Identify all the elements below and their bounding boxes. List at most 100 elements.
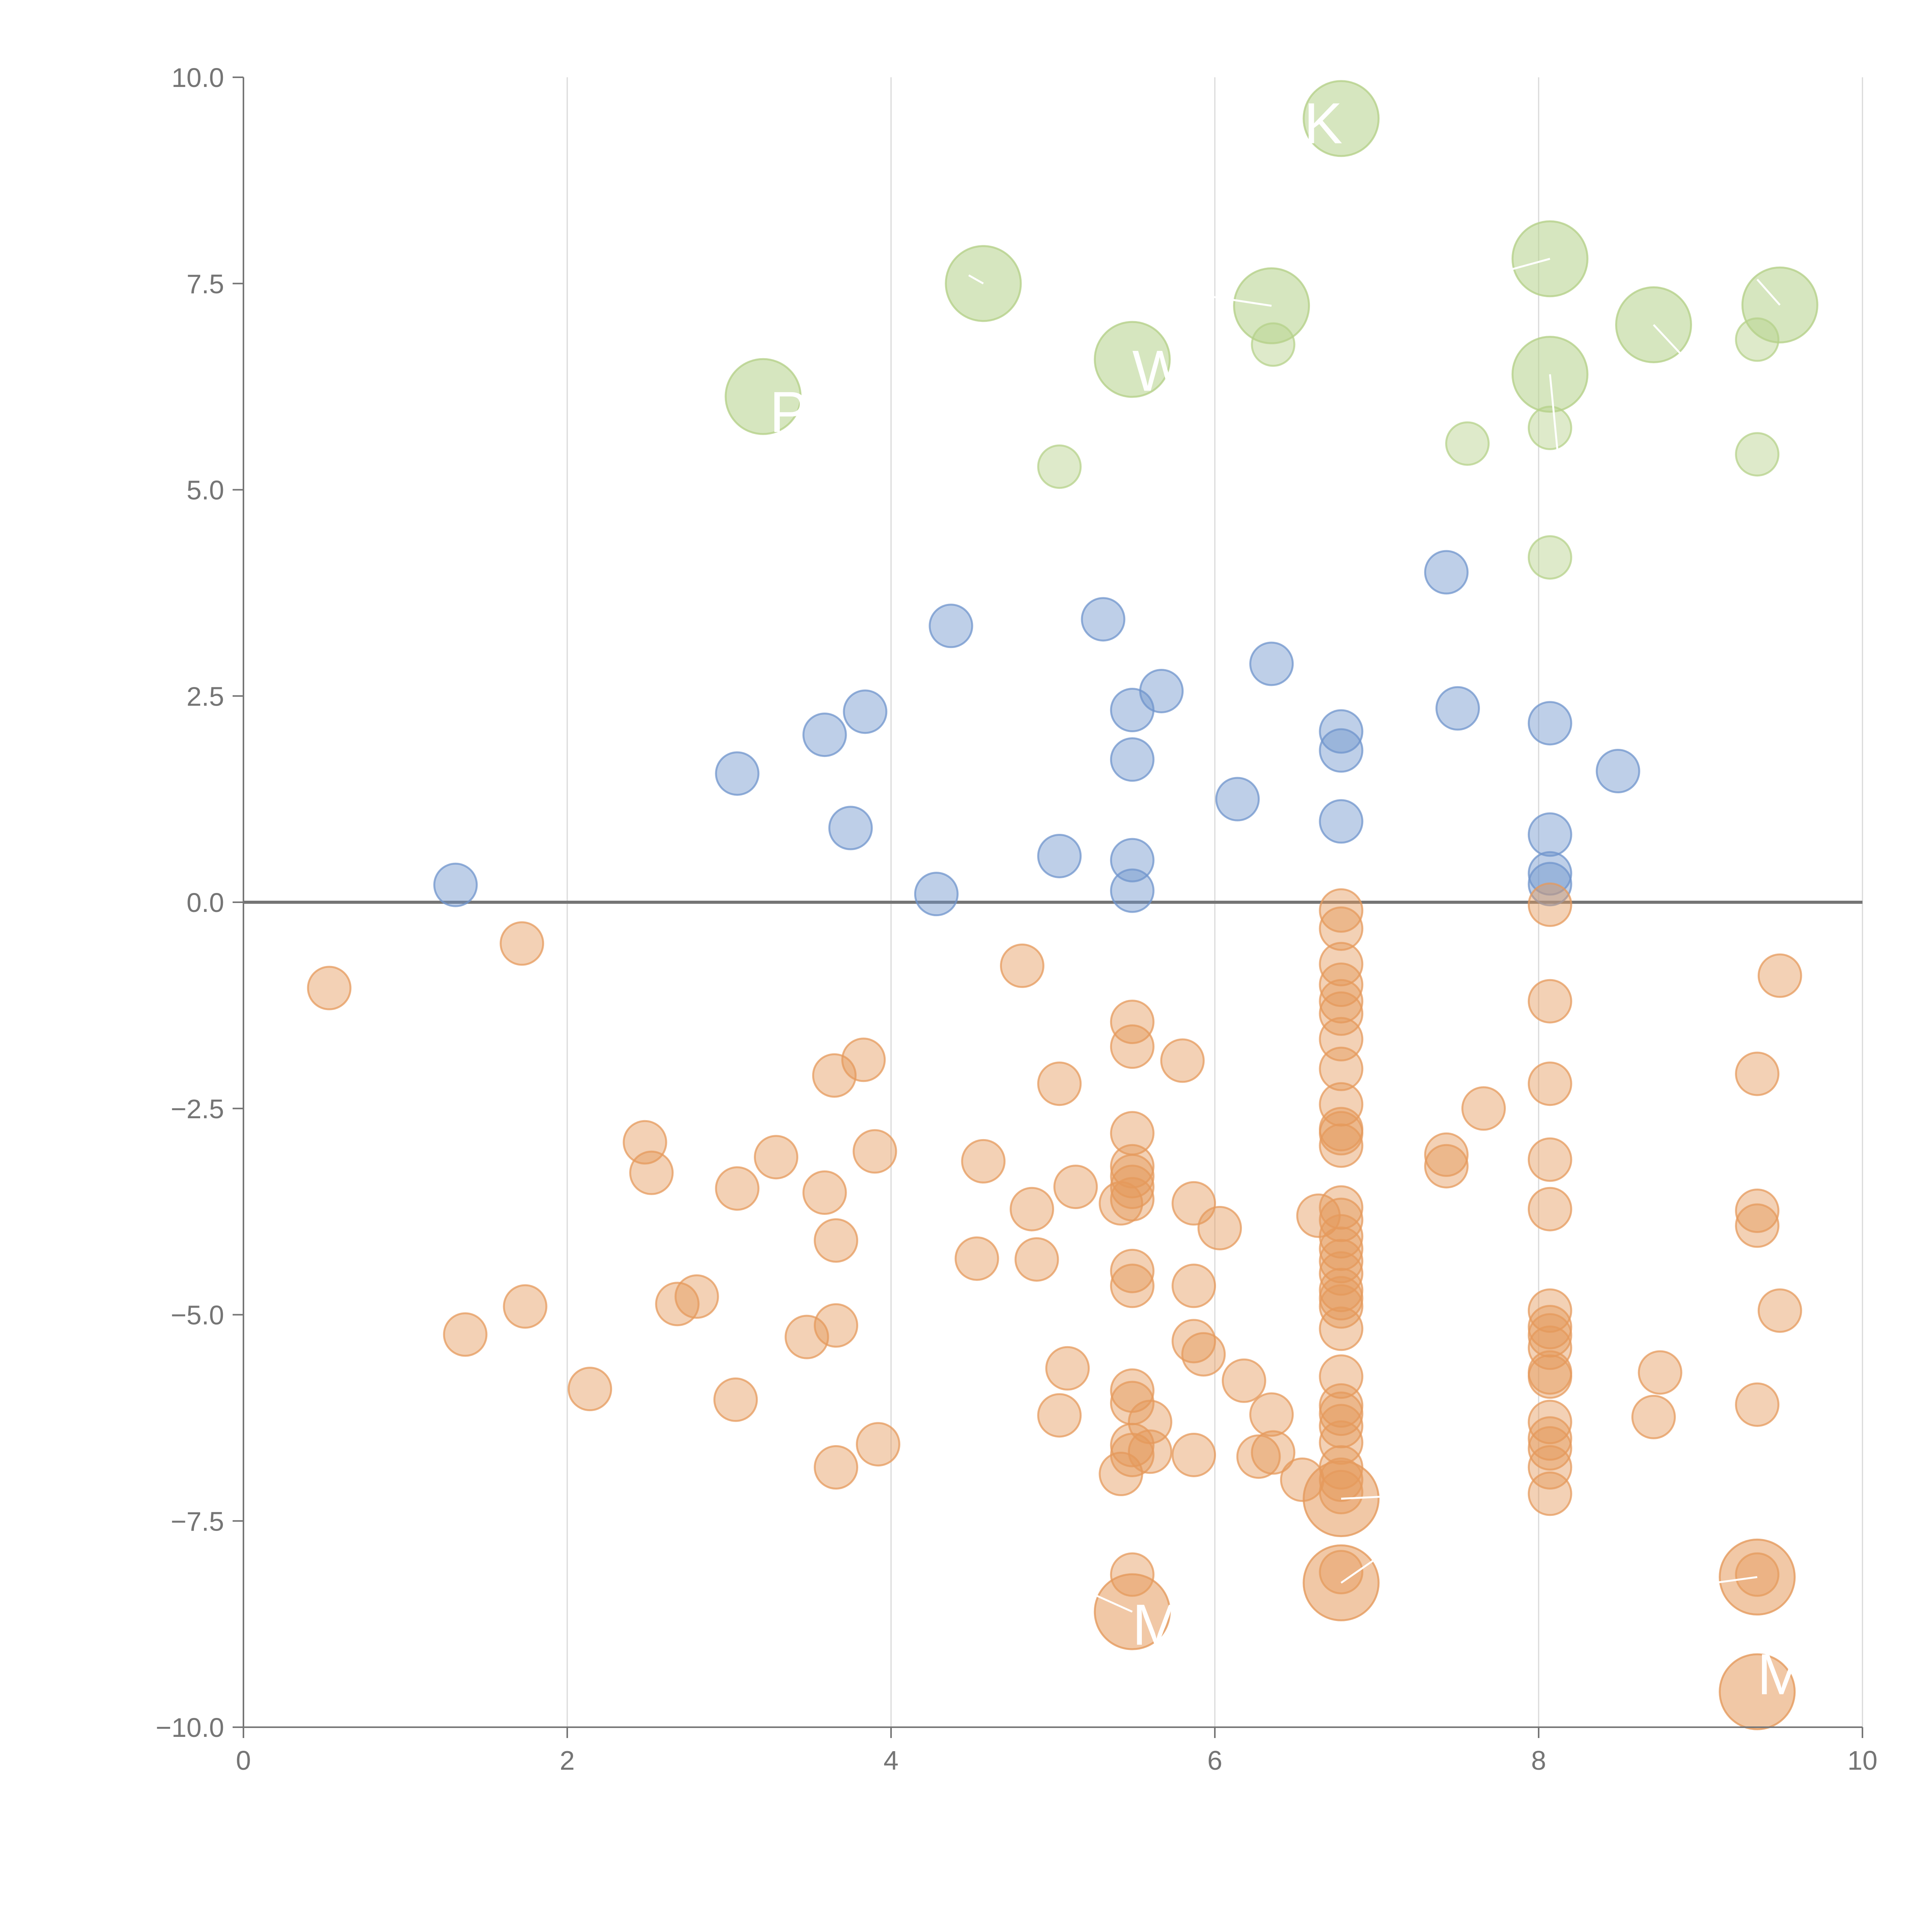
blue-point: [1110, 838, 1155, 883]
green-highlighted-point: [724, 358, 802, 435]
green-point: [1037, 444, 1082, 489]
orange-point: [852, 1129, 897, 1174]
axes-layer: −10.0 −7.5 −5.0 −2.5 0.0 2.5 5.0 7.5 10.0 0 2 4 6 8 10: [156, 63, 1878, 1776]
orange-point: [814, 1218, 859, 1263]
points-layer: [307, 80, 1818, 1730]
orange-point: [1319, 979, 1364, 1024]
orange-point: [1735, 1188, 1780, 1233]
y-tick-label: 5.0: [187, 475, 224, 505]
orange-point: [814, 1303, 859, 1348]
orange-point: [855, 1422, 900, 1467]
y-tick-label: 7.5: [187, 269, 224, 299]
orange-point: [1221, 1358, 1266, 1403]
blue-point: [1595, 749, 1640, 794]
orange-point: [1527, 1471, 1572, 1516]
orange-point: [1319, 1111, 1364, 1156]
blue-point: [1435, 686, 1480, 731]
annotation-leader-line: [1549, 374, 1559, 457]
x-tick-label: 6: [1208, 1745, 1223, 1776]
blue-point: [914, 872, 959, 917]
orange-point: [1319, 1046, 1364, 1091]
orange-point: [1110, 1248, 1155, 1293]
y-tick-label: 0.0: [187, 888, 224, 918]
orange-point: [1319, 1284, 1364, 1329]
annotation-leader-line: [1756, 279, 1781, 306]
orange-point: [1319, 1123, 1364, 1168]
orange-point: [1197, 1206, 1242, 1250]
orange-point: [1631, 1395, 1676, 1439]
x-tick-label: 4: [884, 1745, 899, 1776]
orange-point: [1527, 1061, 1572, 1106]
orange-point: [1319, 991, 1364, 1036]
blue-point: [802, 713, 847, 757]
blue-point: [1249, 641, 1294, 686]
blue-point: [1110, 868, 1155, 913]
orange-point: [1527, 1187, 1572, 1231]
orange-point: [1010, 1187, 1054, 1231]
orange-point: [1638, 1350, 1682, 1395]
orange-point: [961, 1139, 1006, 1184]
orange-point: [307, 966, 352, 1010]
orange-point: [1000, 943, 1044, 988]
orange-point: [1319, 1251, 1364, 1296]
blue-point: [715, 751, 760, 796]
orange-point: [1249, 1392, 1294, 1437]
orange-point: [713, 1377, 758, 1422]
annotation-leader-line: [1490, 258, 1550, 276]
orange-point: [1160, 1038, 1205, 1083]
annotation-label: ': [980, 198, 991, 263]
orange-point: [1110, 1177, 1155, 1222]
green-highlighted-point: [1094, 321, 1171, 398]
orange-point: [754, 1135, 799, 1180]
y-tick-label: −2.5: [171, 1094, 224, 1124]
orange-point: [1110, 1000, 1155, 1044]
x-tick-label: 0: [236, 1745, 251, 1776]
orange-point: [1319, 888, 1364, 933]
orange-point: [1319, 1306, 1364, 1351]
orange-point: [784, 1315, 829, 1359]
annotations-layer: K ' W P M MG: [770, 91, 1851, 1707]
blue-point: [1319, 799, 1364, 844]
x-tick-label: 10: [1847, 1745, 1878, 1776]
orange-point: [1045, 1346, 1090, 1391]
orange-point: [1527, 1426, 1572, 1471]
blue-point: [1527, 812, 1572, 857]
orange-highlighted-point: [1719, 1538, 1796, 1616]
orange-point: [1172, 1432, 1216, 1477]
orange-point: [1735, 1203, 1780, 1248]
orange-point: [1110, 1024, 1155, 1069]
orange-point: [1527, 1288, 1572, 1333]
annotation-leader-line: [1206, 295, 1272, 307]
green-point: [1445, 421, 1490, 466]
blue-point: [1527, 701, 1572, 746]
orange-point: [1128, 1429, 1172, 1474]
green-point: [1527, 535, 1572, 580]
orange-point: [1053, 1165, 1098, 1209]
orange-highlighted-point: [1719, 1653, 1796, 1730]
orange-point: [1236, 1434, 1281, 1479]
orange-point: [1527, 1354, 1572, 1399]
orange-point: [954, 1236, 999, 1281]
orange-point: [841, 1037, 886, 1082]
orange-point: [1461, 1086, 1506, 1131]
orange-point: [1735, 1051, 1780, 1096]
y-tick-label: −5.0: [171, 1300, 224, 1330]
blue-point: [929, 604, 973, 648]
y-tick-label: −10.0: [156, 1713, 224, 1743]
blue-point: [1527, 851, 1572, 896]
blue-point: [1319, 709, 1364, 754]
orange-point: [568, 1367, 612, 1412]
orange-point: [1319, 1226, 1364, 1271]
orange-point: [812, 1053, 857, 1098]
annotation-leader-line: [1341, 1491, 1474, 1500]
orange-point: [1527, 1137, 1572, 1182]
blue-point: [1037, 833, 1082, 878]
orange-point: [443, 1312, 488, 1357]
blue-point: [1424, 550, 1469, 595]
green-highlighted-point: [1303, 80, 1380, 157]
orange-point: [1110, 1423, 1155, 1468]
orange-point: [1527, 882, 1572, 927]
annotation-label: P: [770, 379, 808, 444]
x-tick-label: 8: [1531, 1745, 1546, 1776]
annotation-label: W: [1132, 338, 1187, 403]
